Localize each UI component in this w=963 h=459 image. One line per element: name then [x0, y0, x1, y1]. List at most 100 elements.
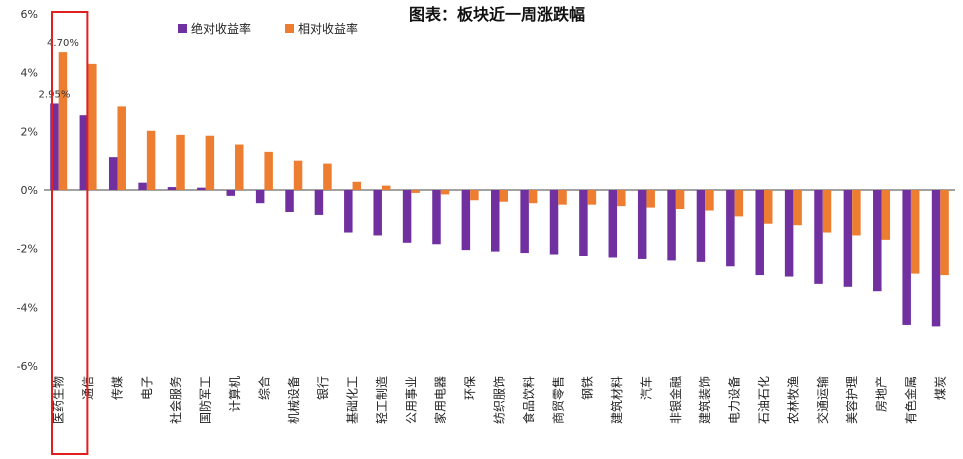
bar-absolute — [108, 157, 118, 190]
bar-relative — [117, 106, 126, 190]
legend-label-absolute: 绝对收益率 — [191, 21, 251, 36]
y-tick-label: 6% — [21, 8, 38, 21]
bar-relative — [352, 181, 362, 190]
x-axis-labels: 医药生物 通信 传媒 电子 社会服务 国防军工 计算机 综合 机械设备 银行 基础化工 轻工制造 公用事… — [52, 376, 948, 424]
y-tick-label: -4% — [17, 301, 38, 314]
category-label: 汽车 — [638, 376, 653, 400]
bar-relative — [587, 190, 597, 205]
category-label: 银行 — [316, 376, 330, 400]
category-label: 食品饮料 — [521, 376, 536, 424]
data-labels: 4.70% 2.95% — [39, 38, 79, 100]
bar-absolute — [608, 190, 618, 258]
bar-relative — [235, 144, 244, 190]
bar-relative — [852, 190, 861, 236]
bar-relative — [176, 134, 185, 190]
y-tick-label: 0% — [21, 184, 38, 197]
bar-absolute — [138, 182, 147, 190]
category-label: 综合 — [256, 376, 271, 400]
bar-absolute — [226, 190, 236, 196]
bar-relative — [528, 190, 538, 204]
bar-absolute — [696, 190, 706, 262]
highlight-rect — [51, 11, 89, 455]
bar-absolute — [79, 115, 89, 190]
category-label: 非银金融 — [668, 376, 683, 424]
category-label: 煤炭 — [933, 376, 947, 400]
bar-absolute — [373, 190, 382, 236]
bars — [50, 52, 949, 327]
y-tick-label: 2% — [21, 125, 38, 138]
category-label: 公用事业 — [404, 376, 418, 424]
bar-relative — [264, 151, 273, 190]
category-label: 传媒 — [109, 376, 124, 400]
bar-relative — [470, 190, 479, 201]
y-tick-label: -2% — [17, 243, 38, 256]
bar-absolute — [637, 190, 647, 259]
bar-relative — [675, 190, 685, 210]
bar-absolute — [755, 190, 764, 276]
category-label: 电子 — [140, 376, 154, 400]
y-axis: 6% 4% 2% 0% -2% -4% -6% — [17, 8, 955, 373]
category-label: 农林牧渔 — [786, 376, 800, 424]
bar-absolute — [931, 190, 941, 327]
bar-relative — [558, 190, 567, 205]
bar-relative — [910, 190, 920, 274]
category-label: 家用电器 — [433, 376, 448, 424]
y-tick-label: 4% — [21, 67, 38, 80]
category-label: 医药生物 — [52, 376, 66, 424]
bar-relative — [323, 163, 332, 190]
bar-absolute — [491, 190, 500, 252]
bar-absolute — [814, 190, 823, 284]
bar-absolute — [167, 187, 177, 190]
bar-absolute — [432, 190, 441, 245]
y-tick-label: -6% — [17, 360, 38, 373]
bar-absolute — [520, 190, 529, 254]
category-label: 建筑装饰 — [697, 376, 712, 424]
legend-swatch-absolute — [178, 24, 187, 33]
category-label: 交通运输 — [815, 376, 830, 424]
bar-relative — [763, 190, 773, 224]
legend-label-relative: 相对收益率 — [298, 21, 358, 36]
bar-absolute — [726, 190, 735, 267]
bar-absolute — [285, 190, 294, 212]
category-label: 纺织服饰 — [493, 376, 507, 424]
bar-absolute — [344, 190, 353, 233]
bar-absolute — [197, 187, 206, 190]
bar-relative — [793, 190, 802, 226]
bar-relative — [205, 135, 215, 190]
bar-relative — [499, 190, 508, 202]
category-label: 社会服务 — [168, 376, 183, 424]
bar-relative — [58, 52, 68, 191]
category-label: 有色金属 — [903, 376, 918, 424]
bar-relative — [411, 190, 420, 193]
category-label: 商贸零售 — [550, 376, 565, 424]
category-label: 轻工制造 — [375, 376, 389, 424]
category-label: 计算机 — [227, 376, 242, 412]
category-label: 美容护理 — [844, 376, 859, 424]
category-label: 建筑材料 — [609, 376, 624, 424]
category-label: 钢铁 — [581, 376, 595, 400]
bar-relative — [381, 185, 391, 190]
bar-relative — [705, 190, 714, 211]
legend: 绝对收益率 相对收益率 — [178, 21, 358, 36]
bar-absolute — [461, 190, 471, 251]
bar-relative — [646, 190, 655, 208]
bar-absolute — [784, 190, 794, 277]
category-label: 房地产 — [874, 376, 889, 412]
bar-absolute — [255, 190, 265, 204]
bar-relative — [440, 190, 450, 195]
category-label: 环保 — [463, 376, 477, 400]
bar-absolute — [843, 190, 853, 287]
data-label: 2.95% — [39, 89, 71, 100]
category-label: 电力设备 — [728, 376, 742, 424]
bar-absolute — [902, 190, 911, 325]
legend-swatch-relative — [285, 24, 294, 33]
bar-absolute — [402, 190, 412, 243]
bar-relative — [88, 63, 97, 190]
category-label: 石油石化 — [757, 376, 771, 424]
data-label: 4.70% — [47, 38, 79, 49]
category-label: 机械设备 — [286, 376, 301, 424]
bar-relative — [822, 190, 832, 233]
category-label: 基础化工 — [346, 376, 360, 424]
bar-absolute — [579, 190, 588, 256]
